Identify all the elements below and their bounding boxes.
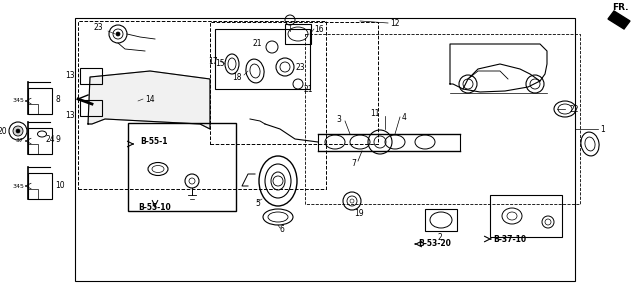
Text: 3: 3 — [336, 115, 341, 123]
Text: 19: 19 — [354, 208, 364, 217]
Polygon shape — [608, 11, 630, 29]
Text: 22: 22 — [570, 104, 579, 114]
Text: 15: 15 — [215, 60, 225, 68]
Text: 1: 1 — [600, 124, 605, 133]
Text: 8: 8 — [55, 95, 60, 104]
Text: 11: 11 — [371, 109, 380, 118]
Text: 12: 12 — [390, 19, 399, 28]
Text: B-37-10: B-37-10 — [493, 234, 526, 243]
Bar — [285, 24, 311, 44]
Bar — [490, 195, 562, 237]
Bar — [28, 88, 52, 114]
Text: 4: 4 — [402, 112, 407, 121]
Text: B-55-10: B-55-10 — [138, 204, 171, 213]
Bar — [215, 29, 310, 89]
Text: 9: 9 — [55, 135, 60, 144]
Text: 13: 13 — [65, 71, 75, 80]
Text: B-53-20: B-53-20 — [418, 239, 451, 248]
Bar — [28, 189, 38, 199]
Text: 14: 14 — [145, 94, 155, 103]
Text: 21: 21 — [303, 85, 312, 94]
Text: 18: 18 — [232, 72, 242, 82]
Text: 6: 6 — [280, 225, 285, 234]
Bar — [80, 68, 102, 84]
Circle shape — [13, 126, 23, 136]
Bar — [80, 100, 102, 116]
Bar — [28, 144, 38, 154]
Text: 7: 7 — [351, 158, 356, 167]
Text: 23: 23 — [295, 62, 305, 71]
Bar — [28, 173, 52, 199]
Text: 13: 13 — [65, 111, 75, 120]
Text: 37: 37 — [16, 138, 24, 144]
Bar — [210, 22, 378, 144]
Bar — [128, 123, 236, 211]
Text: 345: 345 — [12, 98, 24, 103]
Text: FR.: FR. — [612, 2, 628, 11]
Text: 10: 10 — [55, 181, 65, 190]
Text: 16: 16 — [314, 25, 324, 33]
Text: 24: 24 — [46, 135, 56, 144]
Text: B-55-1: B-55-1 — [140, 138, 168, 147]
Text: 21: 21 — [253, 39, 262, 48]
Bar — [75, 18, 575, 281]
Polygon shape — [88, 71, 210, 129]
Text: 17: 17 — [209, 57, 218, 65]
Bar — [78, 21, 326, 189]
Text: 5: 5 — [255, 199, 260, 208]
Text: 2: 2 — [438, 233, 443, 242]
Bar — [28, 104, 38, 114]
Circle shape — [16, 129, 20, 133]
Circle shape — [116, 32, 120, 36]
Text: 23: 23 — [93, 24, 103, 33]
Text: 20: 20 — [0, 126, 7, 135]
Text: 345: 345 — [12, 184, 24, 188]
Bar — [425, 209, 457, 231]
Bar — [28, 128, 52, 154]
